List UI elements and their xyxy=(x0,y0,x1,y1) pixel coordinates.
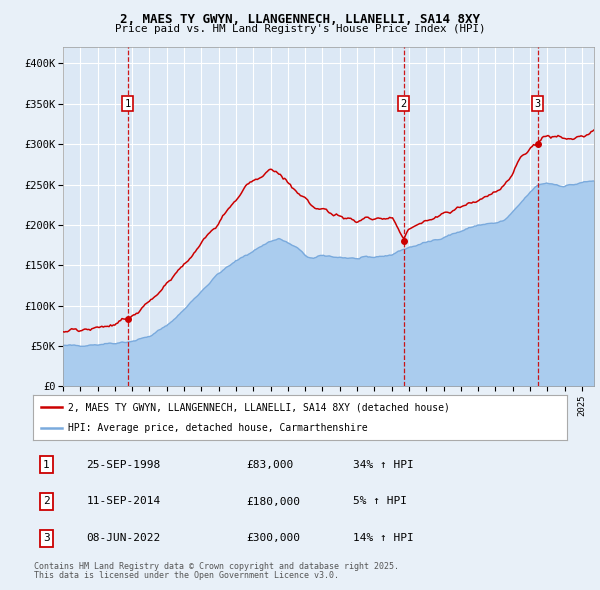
Text: Price paid vs. HM Land Registry's House Price Index (HPI): Price paid vs. HM Land Registry's House … xyxy=(115,24,485,34)
Text: 3: 3 xyxy=(43,533,50,543)
Text: 08-JUN-2022: 08-JUN-2022 xyxy=(86,533,161,543)
Text: 11-SEP-2014: 11-SEP-2014 xyxy=(86,497,161,506)
Text: 2: 2 xyxy=(43,497,50,506)
Text: 2, MAES TY GWYN, LLANGENNECH, LLANELLI, SA14 8XY: 2, MAES TY GWYN, LLANGENNECH, LLANELLI, … xyxy=(120,13,480,26)
Text: 5% ↑ HPI: 5% ↑ HPI xyxy=(353,497,407,506)
Text: 2: 2 xyxy=(401,99,407,109)
Text: HPI: Average price, detached house, Carmarthenshire: HPI: Average price, detached house, Carm… xyxy=(68,422,367,432)
Text: 1: 1 xyxy=(124,99,131,109)
Text: 25-SEP-1998: 25-SEP-1998 xyxy=(86,460,161,470)
Text: Contains HM Land Registry data © Crown copyright and database right 2025.: Contains HM Land Registry data © Crown c… xyxy=(34,562,399,571)
Text: 34% ↑ HPI: 34% ↑ HPI xyxy=(353,460,414,470)
Text: £300,000: £300,000 xyxy=(247,533,301,543)
Text: £180,000: £180,000 xyxy=(247,497,301,506)
Text: £83,000: £83,000 xyxy=(247,460,294,470)
Text: 14% ↑ HPI: 14% ↑ HPI xyxy=(353,533,414,543)
Text: 2, MAES TY GWYN, LLANGENNECH, LLANELLI, SA14 8XY (detached house): 2, MAES TY GWYN, LLANGENNECH, LLANELLI, … xyxy=(68,402,449,412)
Text: 1: 1 xyxy=(43,460,50,470)
Text: 3: 3 xyxy=(535,99,541,109)
Text: This data is licensed under the Open Government Licence v3.0.: This data is licensed under the Open Gov… xyxy=(34,571,339,579)
